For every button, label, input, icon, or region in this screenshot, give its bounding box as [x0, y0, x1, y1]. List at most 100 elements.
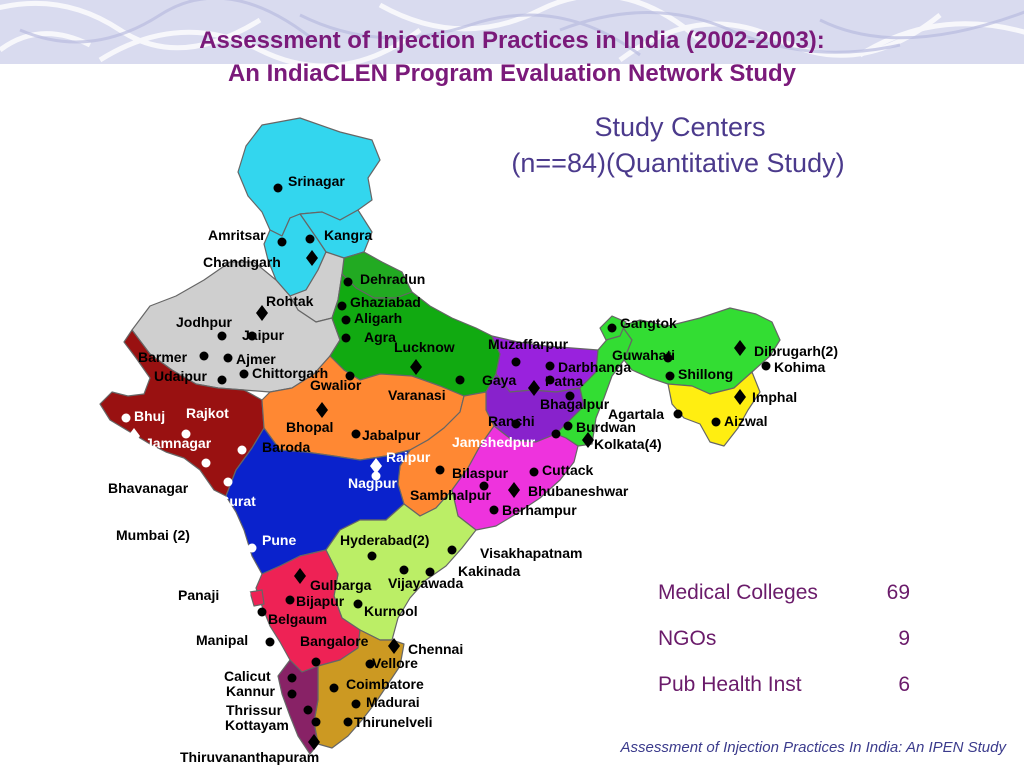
- center-jabalpur: Jabalpur: [351, 427, 421, 443]
- center-label: Agartala: [608, 406, 664, 422]
- center-guwahati: Guwahati: [612, 347, 675, 363]
- center-label: Thirunelveli: [354, 714, 433, 730]
- dot-marker: [311, 717, 321, 727]
- center-vijayawada: Vijayawada: [388, 565, 463, 591]
- center-sambhalpur: Sambhalpur: [410, 481, 491, 503]
- center-baroda: Baroda: [237, 439, 310, 455]
- center-label: Kangra: [324, 227, 372, 243]
- center-label: Berhampur: [502, 502, 577, 518]
- center-label: Gaya: [482, 372, 516, 388]
- center-label: Lucknow: [394, 339, 455, 355]
- center-calicut: Calicut: [224, 668, 297, 684]
- center-imphal: Imphal: [734, 389, 797, 405]
- center-bangalore: Bangalore: [300, 633, 369, 667]
- dot-marker: [343, 277, 353, 287]
- dot-marker: [329, 683, 339, 693]
- center-gaya: Gaya: [482, 372, 540, 396]
- center-aizwal: Aizwal: [711, 413, 768, 429]
- header-band: [0, 0, 1024, 64]
- dot-marker: [223, 353, 233, 363]
- center-gwalior: Gwalior: [310, 371, 362, 393]
- center-kangra: Kangra: [305, 227, 372, 244]
- dot-marker: [399, 565, 409, 575]
- dot-marker: [285, 595, 295, 605]
- center-label: Varanasi: [388, 387, 446, 403]
- center-label: Agra: [364, 329, 396, 345]
- dot-marker: [341, 333, 351, 343]
- dot-marker: [277, 237, 287, 247]
- stat-row-ngos: NGOs 9: [658, 624, 910, 670]
- center-ghaziabad: Ghaziabad: [337, 294, 421, 311]
- center-hyderabad-2: Hyderabad(2): [340, 532, 429, 561]
- center-darbhanga: Darbhanga: [545, 359, 631, 375]
- dot-marker: [305, 234, 315, 244]
- dot-marker: [435, 465, 445, 475]
- dot-marker: [455, 375, 465, 385]
- center-label: Bijapur: [296, 593, 345, 609]
- dot-marker: [237, 445, 247, 455]
- dot-marker: [239, 369, 249, 379]
- center-coimbatore: Coimbatore: [329, 676, 424, 693]
- diamond-marker: [306, 250, 318, 266]
- dot-marker: [511, 357, 521, 367]
- region-goa: [249, 589, 265, 607]
- center-label: Ghaziabad: [350, 294, 421, 310]
- center-visakhapatnam: Visakhapatnam: [447, 545, 582, 561]
- center-kakinada: Kakinada: [425, 563, 520, 579]
- center-label: Gangtok: [620, 315, 677, 331]
- region-maharashtra: [225, 427, 411, 575]
- dot-marker: [367, 551, 377, 561]
- center-label: Vijayawada: [388, 575, 463, 591]
- center-raipur: Raipur: [370, 449, 431, 474]
- center-chennai: Chennai: [388, 638, 463, 657]
- study-centers-count: (n==84)(Quantitative Study): [511, 148, 845, 178]
- dot-marker: [365, 659, 375, 669]
- center-bhagalpur: Bhagalpur: [540, 391, 610, 412]
- dot-marker: [217, 375, 227, 385]
- center-thrissur: Thrissur: [226, 702, 313, 718]
- region-gujarat: [99, 329, 265, 497]
- diamond-marker: [388, 638, 400, 654]
- dot-marker: [223, 477, 233, 487]
- center-label: Aizwal: [724, 413, 768, 429]
- stat-label: Medical Colleges: [658, 581, 818, 604]
- center-vellore: Vellore: [365, 655, 418, 671]
- center-label: Pune: [262, 532, 296, 548]
- dot-marker: [447, 545, 457, 555]
- center-label: Visakhapatnam: [480, 545, 582, 561]
- dot-marker: [241, 589, 251, 599]
- center-type-stats: Medical Colleges 69 NGOs 9 Pub Health In…: [658, 578, 910, 716]
- center-label: Chittorgarh: [252, 365, 328, 381]
- dot-marker: [761, 361, 771, 371]
- dot-marker: [343, 717, 353, 727]
- diamond-marker: [128, 428, 140, 444]
- diamond-marker: [528, 380, 540, 396]
- center-jaipur: Jaipur: [242, 327, 285, 343]
- dot-marker: [337, 301, 347, 311]
- region-south-ne: [667, 371, 761, 447]
- center-label: Darbhanga: [558, 359, 631, 375]
- center-agartala: Agartala: [608, 406, 683, 422]
- center-label: Panaji: [178, 587, 219, 603]
- dot-marker: [311, 657, 321, 667]
- center-kottayam: Kottayam: [225, 717, 321, 733]
- center-bilaspur: Bilaspur: [435, 465, 509, 481]
- center-thiruvananthapuram: Thiruvananthapuram: [180, 734, 320, 765]
- center-label: Calicut: [224, 668, 271, 684]
- center-label: Manipal: [196, 632, 248, 648]
- diamond-marker: [316, 402, 328, 418]
- center-bhuj: Bhuj: [121, 408, 165, 424]
- center-label: Gwalior: [310, 377, 362, 393]
- footer-caption: Assessment of Injection Practices In Ind…: [620, 739, 1006, 756]
- diamond-marker: [308, 734, 320, 750]
- center-bhopal: Bhopal: [286, 402, 333, 435]
- dot-marker: [351, 699, 361, 709]
- dot-marker: [199, 351, 209, 361]
- center-label: Udaipur: [154, 368, 207, 384]
- center-belgaum: Belgaum: [257, 607, 327, 627]
- center-label: Raipur: [386, 449, 431, 465]
- diamond-marker: [508, 482, 520, 498]
- diamond-marker: [582, 432, 594, 448]
- center-kolkata-4: Kolkata(4): [582, 432, 662, 452]
- diamond-marker: [370, 458, 382, 474]
